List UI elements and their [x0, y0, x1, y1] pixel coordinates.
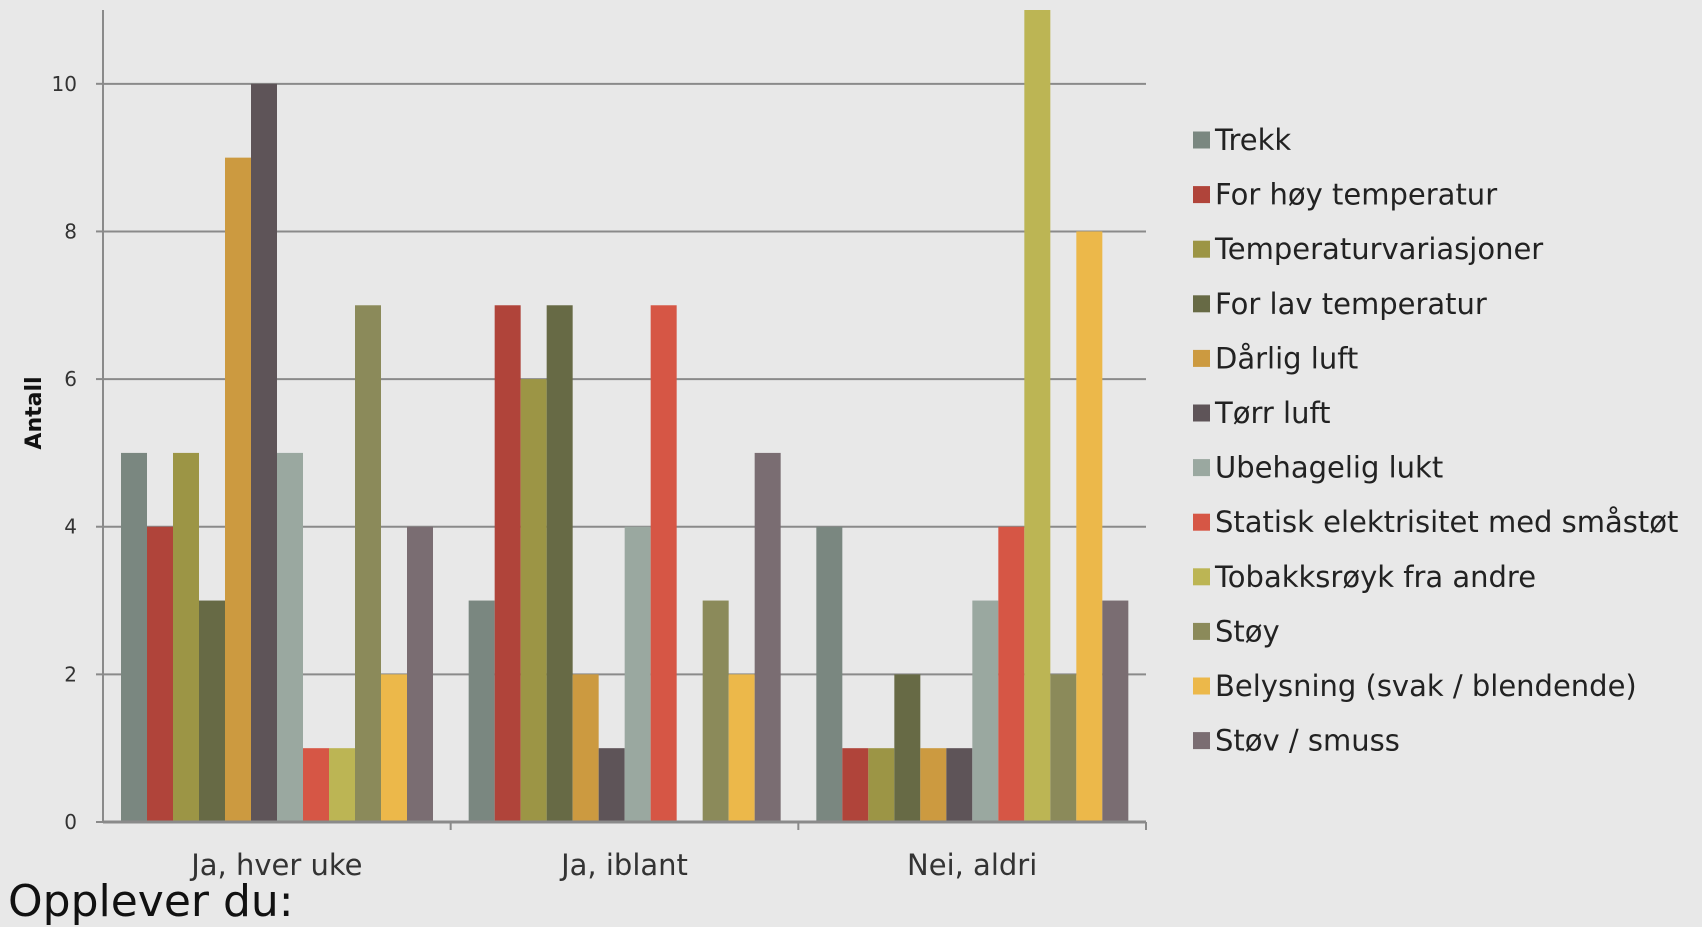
legend-item: Temperaturvariasjoner: [1193, 232, 1543, 266]
y-tick-label: 8: [64, 219, 77, 243]
legend-item: Tørr luft: [1193, 396, 1331, 430]
bar: [624, 526, 651, 822]
legend-label: Tørr luft: [1214, 396, 1331, 430]
bar: [1102, 600, 1129, 822]
bar: [329, 748, 355, 822]
legend-item: Belysning (svak / blendende): [1193, 669, 1637, 703]
bar: [702, 600, 729, 822]
y-tick-label: 10: [52, 72, 77, 96]
x-category-label: Nei, aldri: [907, 848, 1037, 882]
legend-label: Støy: [1215, 614, 1280, 648]
bar: [199, 600, 225, 822]
bar: [277, 452, 303, 822]
legend-label: Temperaturvariasjoner: [1214, 232, 1543, 266]
bar: [842, 748, 869, 822]
bar: [381, 674, 407, 822]
legend-item: For lav temperatur: [1193, 287, 1487, 321]
bar: [225, 157, 251, 823]
bar: [920, 748, 947, 822]
legend-item: Dårlig luft: [1193, 341, 1358, 375]
bar: [754, 452, 781, 822]
bar: [946, 748, 973, 822]
bar: [1076, 231, 1103, 823]
bar: [303, 748, 329, 822]
bar: [598, 748, 625, 822]
legend-swatch: [1193, 240, 1210, 258]
bar: [520, 379, 547, 822]
legend-swatch: [1193, 186, 1210, 204]
y-tick-label: 2: [64, 662, 77, 686]
legend-item: Ubehagelig lukt: [1193, 451, 1443, 485]
bar: [894, 674, 921, 822]
axes: [102, 10, 1147, 830]
legend-label: Tobakksrøyk fra andre: [1214, 560, 1536, 594]
legend-item: Statisk elektrisitet med småstøt: [1193, 505, 1678, 539]
bar: [468, 600, 495, 822]
legend-label: Ubehagelig lukt: [1215, 451, 1443, 485]
bar: [728, 674, 755, 822]
slide-caption: Opplever du:: [8, 876, 294, 927]
bar: [147, 526, 173, 822]
x-category-label: Ja, iblant: [559, 848, 688, 882]
bars: [121, 10, 1129, 823]
legend-swatch: [1193, 677, 1210, 695]
y-tick-label: 6: [64, 367, 77, 391]
bar: [355, 305, 381, 823]
legend-item: Støv / smuss: [1193, 724, 1400, 758]
legend-swatch: [1193, 131, 1210, 149]
y-axis-title: Antall: [22, 376, 47, 449]
legend-swatch: [1193, 295, 1210, 313]
legend: Trekk For høy temperatur Temperaturvariasj…: [1193, 123, 1678, 758]
legend-label: For lav temperatur: [1215, 287, 1487, 321]
legend-swatch: [1193, 622, 1210, 640]
bar: [868, 748, 895, 822]
bar: [572, 674, 599, 822]
legend-item: Støy: [1193, 614, 1280, 648]
legend-swatch: [1193, 459, 1210, 477]
legend-item: Trekk: [1193, 123, 1291, 157]
legend-swatch: [1193, 404, 1210, 422]
bar: [998, 526, 1025, 822]
legend-label: Dårlig luft: [1215, 341, 1358, 375]
bar: [173, 452, 199, 822]
legend-swatch: [1193, 513, 1210, 531]
bar: [972, 600, 999, 822]
bar: [650, 305, 677, 823]
x-category-label: Ja, hver uke: [189, 848, 362, 882]
y-tick-label: 4: [64, 515, 77, 539]
bar: [1050, 674, 1077, 822]
legend-label: Trekk: [1214, 123, 1291, 157]
legend-swatch: [1193, 349, 1210, 367]
legend-label: For høy temperatur: [1215, 178, 1497, 212]
bar: [816, 526, 843, 822]
bar: [121, 452, 147, 822]
bar: [251, 83, 277, 823]
legend-label: Belysning (svak / blendende): [1215, 669, 1637, 703]
bar: [546, 305, 573, 823]
legend-swatch: [1193, 732, 1210, 750]
legend-label: Støv / smuss: [1215, 724, 1400, 758]
legend-item: For høy temperatur: [1193, 178, 1497, 212]
x-axis-categories: Ja, hver uke Ja, iblant Nei, aldri: [189, 848, 1037, 882]
legend-label: Statisk elektrisitet med småstøt: [1215, 505, 1678, 539]
bar: [1024, 10, 1051, 822]
y-axis-ticks: 0 2 4 6 8 10: [52, 72, 103, 834]
bar: [407, 526, 433, 822]
legend-swatch: [1193, 568, 1210, 586]
legend-item: Tobakksrøyk fra andre: [1193, 560, 1536, 594]
y-tick-label: 0: [64, 810, 77, 834]
bar: [494, 305, 521, 823]
